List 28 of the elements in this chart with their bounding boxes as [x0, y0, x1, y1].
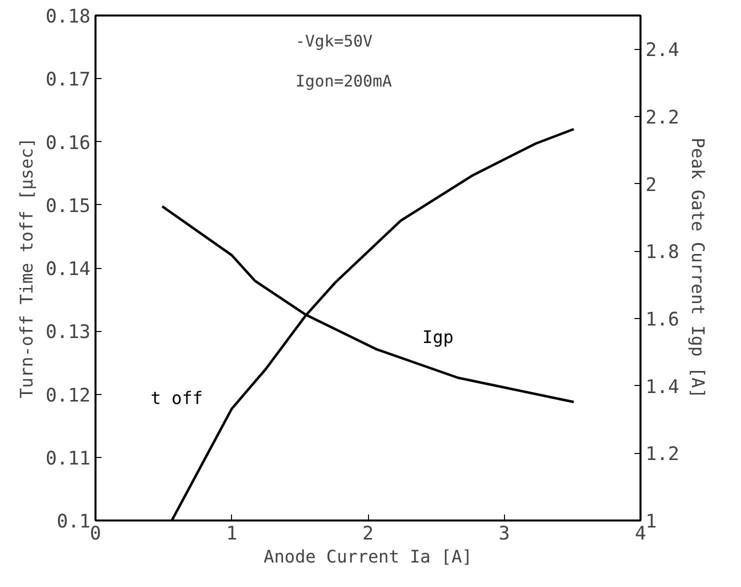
y2-tick-label: 1.4 — [646, 376, 680, 398]
y2-tick-label: 1.8 — [646, 242, 680, 264]
y-tick-label: 0.13 — [46, 322, 91, 344]
x-tick-label: 2 — [362, 524, 374, 544]
y-tick-label: 0.12 — [46, 385, 91, 406]
y-tick-label: 0.18 — [46, 6, 91, 28]
y-tick-label: 0.14 — [46, 259, 91, 280]
y2-tick-label: 2 — [646, 174, 657, 196]
y-tick-label: 0.1 — [56, 512, 91, 532]
y2-tick-label: 2.4 — [646, 40, 680, 62]
x-tick-label: 1 — [226, 524, 238, 544]
y-tick-label: 0.15 — [46, 196, 91, 217]
y2-tick-label: 2.2 — [646, 108, 680, 128]
y2-tick-label: 1.6 — [646, 310, 680, 330]
series-label: t off — [150, 388, 203, 409]
x-tick-label: 0 — [90, 524, 102, 544]
x-axis-title: Anode Current Ia [A] — [264, 548, 472, 568]
annotation: -Vgk=50V — [296, 32, 373, 50]
y-axis-title: Turn-off Time toff [μsec] — [18, 138, 38, 398]
x-tick-label: 3 — [498, 524, 510, 544]
y-tick-label: 0.16 — [46, 132, 91, 154]
y-tick-label: 0.17 — [46, 70, 91, 91]
y2-axis-title: Peak Gate Current Igp [A] — [687, 138, 708, 398]
x-tick-label: 4 — [634, 524, 646, 544]
series-label: Igp — [422, 328, 454, 348]
y2-tick-label: 1.2 — [646, 444, 680, 466]
y-tick-label: 0.11 — [46, 448, 91, 470]
annotation: Igon=200mA — [296, 72, 392, 90]
